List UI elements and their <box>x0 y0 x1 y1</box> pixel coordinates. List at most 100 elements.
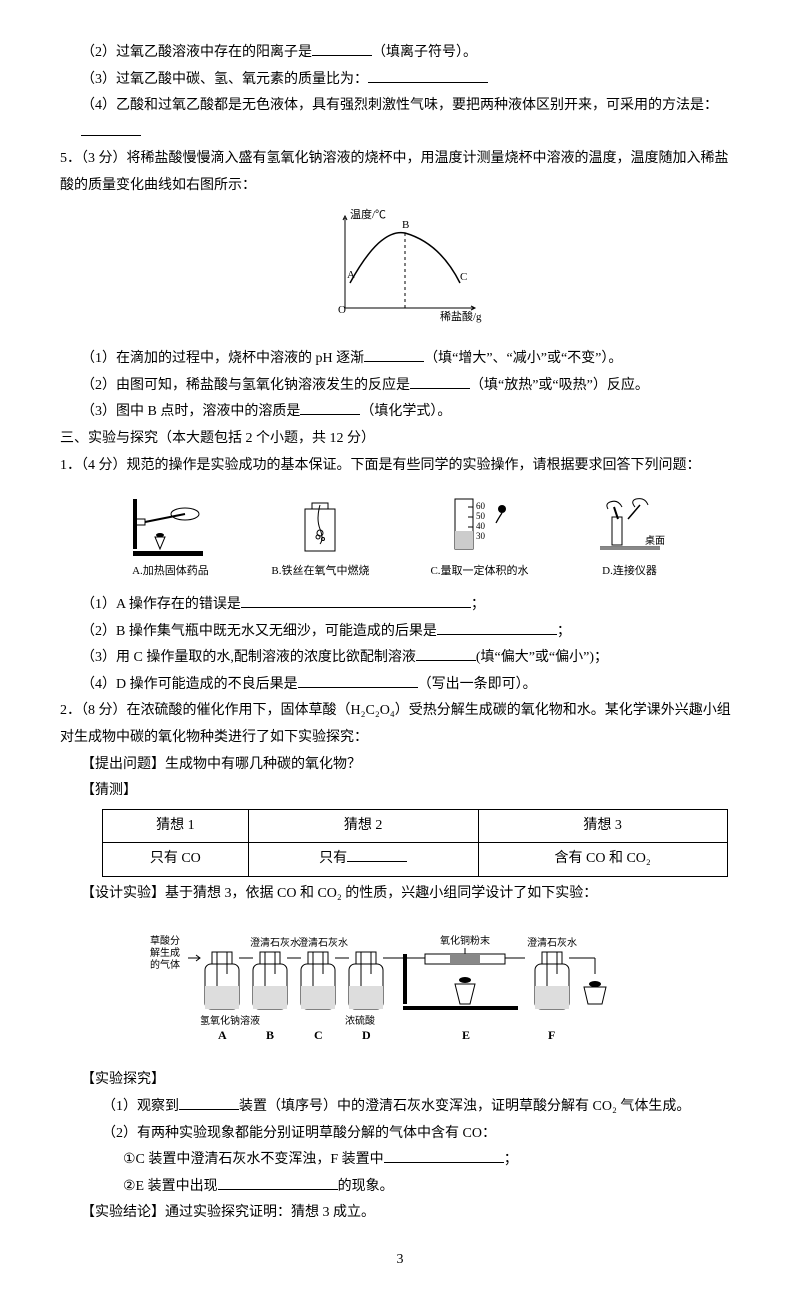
e1-p1: （1）A 操作存在的错误是； <box>81 592 740 619</box>
svg-text:B: B <box>402 219 409 231</box>
text: （1）在滴加的过程中，烧杯中溶液的 pH 逐渐 <box>81 351 364 366</box>
text: （2）B 操作集气瓶中既无水又无细沙，可能造成的后果是 <box>81 624 437 639</box>
cell: 只有 <box>248 843 478 877</box>
e1-p2: （2）B 操作集气瓶中既无水又无细沙，可能造成的后果是 ； <box>81 619 740 646</box>
svg-text:澄清石灰水: 澄清石灰水 <box>250 936 300 949</box>
svg-text:E: E <box>462 1028 470 1042</box>
blank[interactable] <box>81 121 141 136</box>
text: ②E 装置中出现 <box>123 1179 218 1194</box>
svg-text:桌面: 桌面 <box>645 534 665 547</box>
fig-D: 桌面 D.连接仪器 <box>590 489 670 582</box>
caption: C.量取一定体积的水 <box>430 561 528 582</box>
page-number: 3 <box>60 1247 740 1274</box>
text: 的现象。 <box>338 1179 394 1194</box>
curve-figure: 温度/℃ 稀盐酸/g O A B C <box>310 208 490 328</box>
e1-p4: （4）D 操作可能造成的不良后果是 （写出一条即可）。 <box>81 672 740 699</box>
svg-text:O: O <box>338 304 346 316</box>
text: 1．（4 分）规范的操作是实验成功的基本保证。下面是有些同学的实验操作，请根据要… <box>60 458 701 473</box>
text: 2．（8 分）在浓硫酸的催化作用下，固体草酸（H₂C₂O₄）受热分解生成碳的氧化… <box>60 703 731 745</box>
blank[interactable] <box>416 646 476 661</box>
svg-text:澄清石灰水: 澄清石灰水 <box>298 936 348 949</box>
caption: D.连接仪器 <box>590 561 670 582</box>
blank[interactable] <box>347 847 407 862</box>
blank[interactable] <box>241 593 471 608</box>
text: （2）由图可知，稀盐酸与氢氧化钠溶液发生的反应是 <box>81 378 410 393</box>
q5-stem: 5．（3 分）将稀盐酸慢慢滴入盛有氢氧化钠溶液的烧杯中，用温度计测量烧杯中溶液的… <box>60 146 740 199</box>
text: （填化学式）。 <box>360 404 451 419</box>
q2-part4: （4）乙酸和过氧乙酸都是无色液体，具有强烈刺激性气味，要把两种液体区别开来，可采… <box>81 93 740 146</box>
blank[interactable] <box>312 41 372 56</box>
e1-figures: A.加热固体药品 B.铁丝在氧气中燃烧 60 50 40 30 C.量取一定体积… <box>100 489 700 582</box>
e2-stem: 2．（8 分）在浓硫酸的催化作用下，固体草酸（H₂C₂O₄）受热分解生成碳的氧化… <box>60 698 740 751</box>
svg-text:氧化铜粉末: 氧化铜粉末 <box>440 934 490 947</box>
table-row: 只有 CO 只有 含有 CO 和 CO₂ <box>103 843 728 877</box>
fig-C: 60 50 40 30 C.量取一定体积的水 <box>430 489 528 582</box>
text: （填“增大”、“减小”或“不变”）。 <box>424 351 622 366</box>
text: （3）用 C 操作量取的水,配制溶液的浓度比欲配制溶液 <box>81 650 416 665</box>
section-3-heading: 三、实验与探究（本大题包括 2 个小题，共 12 分） <box>60 426 740 453</box>
e2-conclusion: 【实验结论】通过实验探究证明：猜想 3 成立。 <box>81 1200 740 1227</box>
apparatus-figure: 草酸分 解生成 的气体 <box>60 914 740 1062</box>
svg-text:的气体: 的气体 <box>150 958 180 971</box>
svg-text:40: 40 <box>476 521 486 531</box>
text: （填离子符号）。 <box>372 45 477 60</box>
blank[interactable] <box>384 1148 504 1163</box>
svg-text:A: A <box>218 1028 227 1042</box>
text: （1）观察到 <box>102 1099 179 1114</box>
e2-explore-label: 【实验探究】 <box>81 1067 740 1094</box>
blank[interactable] <box>437 620 557 635</box>
text: ； <box>471 597 485 612</box>
svg-text:D: D <box>362 1028 371 1042</box>
q5-p3: （3）图中 B 点时，溶液中的溶质是 （填化学式）。 <box>81 399 740 426</box>
blank[interactable] <box>300 400 360 415</box>
fig-B: B.铁丝在氧气中燃烧 <box>271 489 369 582</box>
e2-ask: 【提出问题】生成物中有哪几种碳的氧化物？ <box>81 752 740 779</box>
text: 装置（填序号）中的澄清石灰水变浑浊，证明草酸分解有 CO₂ 气体生成。 <box>239 1099 690 1114</box>
caption: B.铁丝在氧气中燃烧 <box>271 561 369 582</box>
text: （3）图中 B 点时，溶液中的溶质是 <box>81 404 300 419</box>
svg-text:30: 30 <box>476 531 486 541</box>
text: （3）过氧乙酸中碳、氢、氧元素的质量比为： <box>81 72 368 87</box>
q5-p1: （1）在滴加的过程中，烧杯中溶液的 pH 逐渐 （填“增大”、“减小”或“不变”）… <box>81 346 740 373</box>
text: （4）乙酸和过氧乙酸都是无色液体，具有强烈刺激性气味，要把两种液体区别开来，可采… <box>81 98 718 113</box>
text: （写出一条即可）。 <box>418 677 537 692</box>
blank[interactable] <box>368 68 488 83</box>
text: （2）过氧乙酸溶液中存在的阳离子是 <box>81 45 312 60</box>
e1-stem: 1．（4 分）规范的操作是实验成功的基本保证。下面是有些同学的实验操作，请根据要… <box>60 453 740 480</box>
guess-table: 猜想 1 猜想 2 猜想 3 只有 CO 只有 含有 CO 和 CO₂ <box>102 809 728 877</box>
blank[interactable] <box>364 347 424 362</box>
svg-text:C: C <box>460 271 467 283</box>
text: （4）D 操作可能造成的不良后果是 <box>81 677 298 692</box>
text: (填“偏大”或“偏小”)； <box>476 650 608 665</box>
caption: A.加热固体药品 <box>130 561 210 582</box>
svg-text:50: 50 <box>476 511 486 521</box>
blank[interactable] <box>298 673 418 688</box>
q5-graph: 温度/℃ 稀盐酸/g O A B C <box>60 208 740 339</box>
q5-p2: （2）由图可知，稀盐酸与氢氧化钠溶液发生的反应是 （填“放热”或“吸热”）反应。 <box>81 373 740 400</box>
table-row: 猜想 1 猜想 2 猜想 3 <box>103 809 728 843</box>
text: ； <box>504 1152 518 1167</box>
svg-text:60: 60 <box>476 501 486 511</box>
svg-text:F: F <box>548 1028 555 1042</box>
blank[interactable] <box>179 1095 239 1110</box>
text: （填“放热”或“吸热”）反应。 <box>470 378 649 393</box>
svg-text:B: B <box>266 1028 274 1042</box>
svg-text:C: C <box>314 1028 323 1042</box>
cell: 含有 CO 和 CO₂ <box>478 843 727 877</box>
blank[interactable] <box>218 1175 338 1190</box>
blank[interactable] <box>410 374 470 389</box>
svg-text:温度/℃: 温度/℃ <box>350 208 386 221</box>
svg-text:A: A <box>347 269 355 281</box>
e2-ex2-2: ②E 装置中出现 的现象。 <box>123 1174 740 1201</box>
e2-design: 【设计实验】基于猜想 3，依据 CO 和 CO₂ 的性质，兴趣小组同学设计了如下… <box>81 881 740 908</box>
cell: 只有 CO <box>103 843 249 877</box>
text: ①C 装置中澄清石灰水不变浑浊，F 装置中 <box>123 1152 384 1167</box>
svg-text:解生成: 解生成 <box>150 946 180 959</box>
cell: 猜想 1 <box>103 809 249 843</box>
text: ； <box>557 624 571 639</box>
cell: 猜想 2 <box>248 809 478 843</box>
svg-text:草酸分: 草酸分 <box>150 934 180 947</box>
svg-text:稀盐酸/g: 稀盐酸/g <box>440 309 482 323</box>
svg-text:氢氧化钠溶液: 氢氧化钠溶液 <box>200 1014 260 1027</box>
cell: 猜想 3 <box>478 809 727 843</box>
